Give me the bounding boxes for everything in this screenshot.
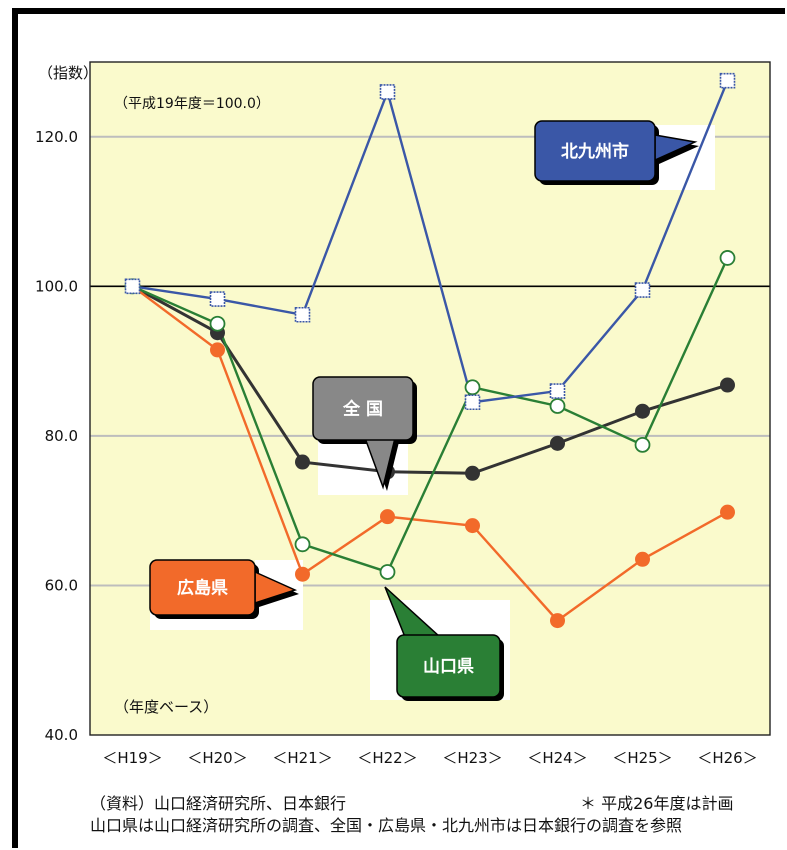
callout-kitakyushu-box [534,120,656,182]
callout-zenkoku-box [312,376,414,441]
x-tick-label: ＜H24＞ [527,749,587,767]
callout-yamaguchi-box [396,634,501,698]
base-note: （平成19年度＝100.0） [114,96,270,112]
y-tick-label: 60.0 [45,576,78,594]
data-point [464,394,481,411]
data-point [635,551,650,567]
data-point [380,509,395,525]
x-tick-label: ＜H25＞ [612,749,672,767]
x-tick-label: ＜H23＞ [442,749,502,767]
data-point [210,342,225,358]
series-line [131,285,728,475]
data-point [635,403,650,419]
plan-note: ＊ 平成26年度は計画 [580,794,734,813]
data-point [379,84,396,100]
x-tick-label: ＜H26＞ [697,749,757,767]
data-point [294,536,311,553]
y-axis-label: （指数） [38,64,98,82]
y-tick-label: 120.0 [35,128,78,146]
data-point [209,291,226,307]
data-point [550,613,565,629]
callout-kitakyushu-label: 北九州市 [561,141,629,162]
data-point [549,383,566,399]
data-point [720,377,735,393]
series-line [132,257,729,574]
basis-note: （年度ベース） [114,698,218,716]
x-tick-label: ＜H19＞ [102,749,162,767]
data-point [549,398,566,414]
data-point [379,564,396,580]
data-point [124,278,141,295]
data-point [720,504,735,520]
data-point [209,315,226,332]
y-tick-label: 40.0 [45,726,78,744]
explanation-note: 山口県は山口経済研究所の調査、全国・広島県・北九州市は日本銀行の調査を参照 [90,816,683,835]
x-tick-label: ＜H21＞ [272,749,332,767]
data-point [719,72,736,89]
callout-hiroshima-box [149,559,256,616]
callout-yamaguchi-label: 山口県 [423,657,474,677]
chart-frame [12,8,785,848]
data-point [295,566,310,582]
data-point [465,518,480,534]
y-tick-label: 100.0 [35,277,78,295]
x-tick-label: ＜H20＞ [187,749,247,767]
data-point [634,436,651,453]
data-point [295,454,310,470]
data-point [634,282,651,298]
x-tick-label: ＜H22＞ [357,749,417,767]
y-tick-label: 80.0 [45,427,78,445]
data-point [294,306,311,323]
data-point [464,379,481,396]
data-point [719,250,736,266]
data-point [465,465,480,481]
source-note: （資料）山口経済研究所、日本銀行 [90,794,347,813]
callout-hiroshima-label: 広島県 [177,578,228,599]
data-point [550,435,565,451]
series-line [132,80,729,404]
plot-border [89,61,771,736]
series-line [131,285,729,623]
callout-zenkoku-label: 全 国 [342,399,383,420]
